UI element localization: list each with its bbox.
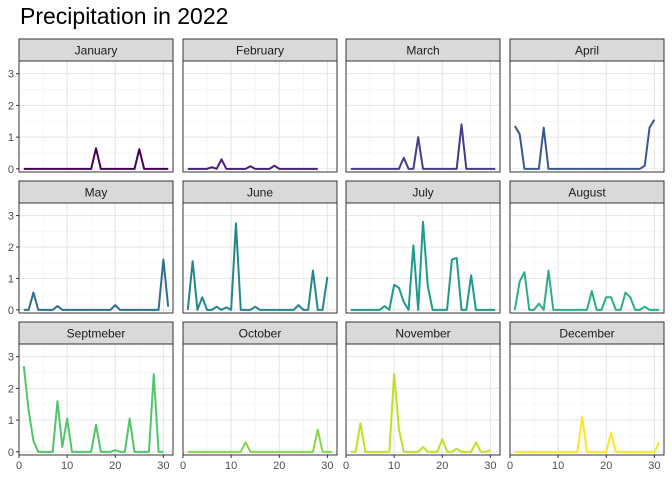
series-line-december <box>514 415 661 453</box>
y-tick-label: 2 <box>8 100 14 112</box>
panel-background <box>346 344 500 455</box>
facet-strip-label: March <box>406 44 439 58</box>
panel-background <box>510 344 664 455</box>
panel-background <box>183 203 337 313</box>
panel-background <box>346 61 500 172</box>
panel-background <box>346 203 500 313</box>
series-line-june <box>186 222 329 311</box>
x-tick-label: 10 <box>552 460 564 472</box>
y-tick-label: 2 <box>8 242 14 254</box>
chart-title: Precipitation in 2022 <box>20 3 229 29</box>
panel-border <box>345 202 501 314</box>
panel-border <box>18 202 174 314</box>
y-tick-label: 3 <box>8 69 14 81</box>
series-line-april <box>513 119 656 170</box>
x-tick-label: 0 <box>180 460 186 472</box>
panel-border <box>182 60 338 173</box>
facet-strip-label: August <box>568 186 606 200</box>
panel-border <box>345 60 501 173</box>
x-tick-label: 0 <box>507 460 513 472</box>
panel-background <box>19 203 173 313</box>
x-tick-label: 30 <box>648 460 660 472</box>
x-tick-label: 10 <box>61 460 73 472</box>
series-line-october <box>187 428 333 453</box>
series-line-february <box>187 158 318 170</box>
series-line-septmeber <box>22 366 164 453</box>
facet-strip-label: December <box>559 327 614 341</box>
series-line-january <box>23 147 169 170</box>
x-tick-label: 30 <box>484 460 496 472</box>
panel-background <box>19 344 173 455</box>
panel-background <box>510 203 664 313</box>
series-line-july <box>350 220 496 311</box>
facet-strip-label: November <box>395 327 450 341</box>
panel-border <box>182 202 338 314</box>
facet-strip-label: Septmeber <box>67 327 126 341</box>
x-tick-label: 20 <box>109 460 121 472</box>
series-line-march <box>350 123 496 170</box>
panel-border <box>18 60 174 173</box>
panel-background <box>183 344 337 455</box>
y-tick-label: 2 <box>8 383 14 395</box>
x-tick-label: 20 <box>600 460 612 472</box>
x-tick-label: 30 <box>321 460 333 472</box>
x-tick-label: 0 <box>343 460 349 472</box>
y-tick-label: 1 <box>8 132 14 144</box>
facet-strip-label: April <box>575 44 599 58</box>
panel-background <box>19 61 173 172</box>
facet-strip-label: January <box>75 44 118 58</box>
panel-background <box>510 61 664 172</box>
y-tick-label: 3 <box>8 352 14 364</box>
facet-strip-label: June <box>247 186 273 200</box>
x-tick-label: 20 <box>273 460 285 472</box>
y-tick-label: 0 <box>8 164 14 176</box>
x-tick-label: 10 <box>388 460 400 472</box>
y-tick-label: 0 <box>8 447 14 459</box>
x-tick-label: 20 <box>436 460 448 472</box>
y-tick-label: 1 <box>8 273 14 285</box>
series-line-august <box>513 269 660 311</box>
y-tick-label: 1 <box>8 415 14 427</box>
panel-border <box>509 343 665 456</box>
panel-background <box>183 61 337 172</box>
facet-strip-label: July <box>412 186 433 200</box>
facet-strip-label: February <box>236 44 284 58</box>
panel-border <box>509 60 665 173</box>
x-tick-label: 0 <box>16 460 22 472</box>
facet-strip-label: October <box>239 327 282 341</box>
series-line-november <box>350 373 491 453</box>
series-line-may <box>23 258 170 311</box>
panel-border <box>182 343 338 456</box>
x-tick-label: 30 <box>157 460 169 472</box>
facet-strip-label: May <box>85 186 108 200</box>
panel-border <box>18 343 174 456</box>
y-tick-label: 3 <box>8 211 14 223</box>
y-tick-label: 0 <box>8 305 14 317</box>
panel-border <box>509 202 665 314</box>
panel-border <box>345 343 501 456</box>
x-tick-label: 10 <box>225 460 237 472</box>
